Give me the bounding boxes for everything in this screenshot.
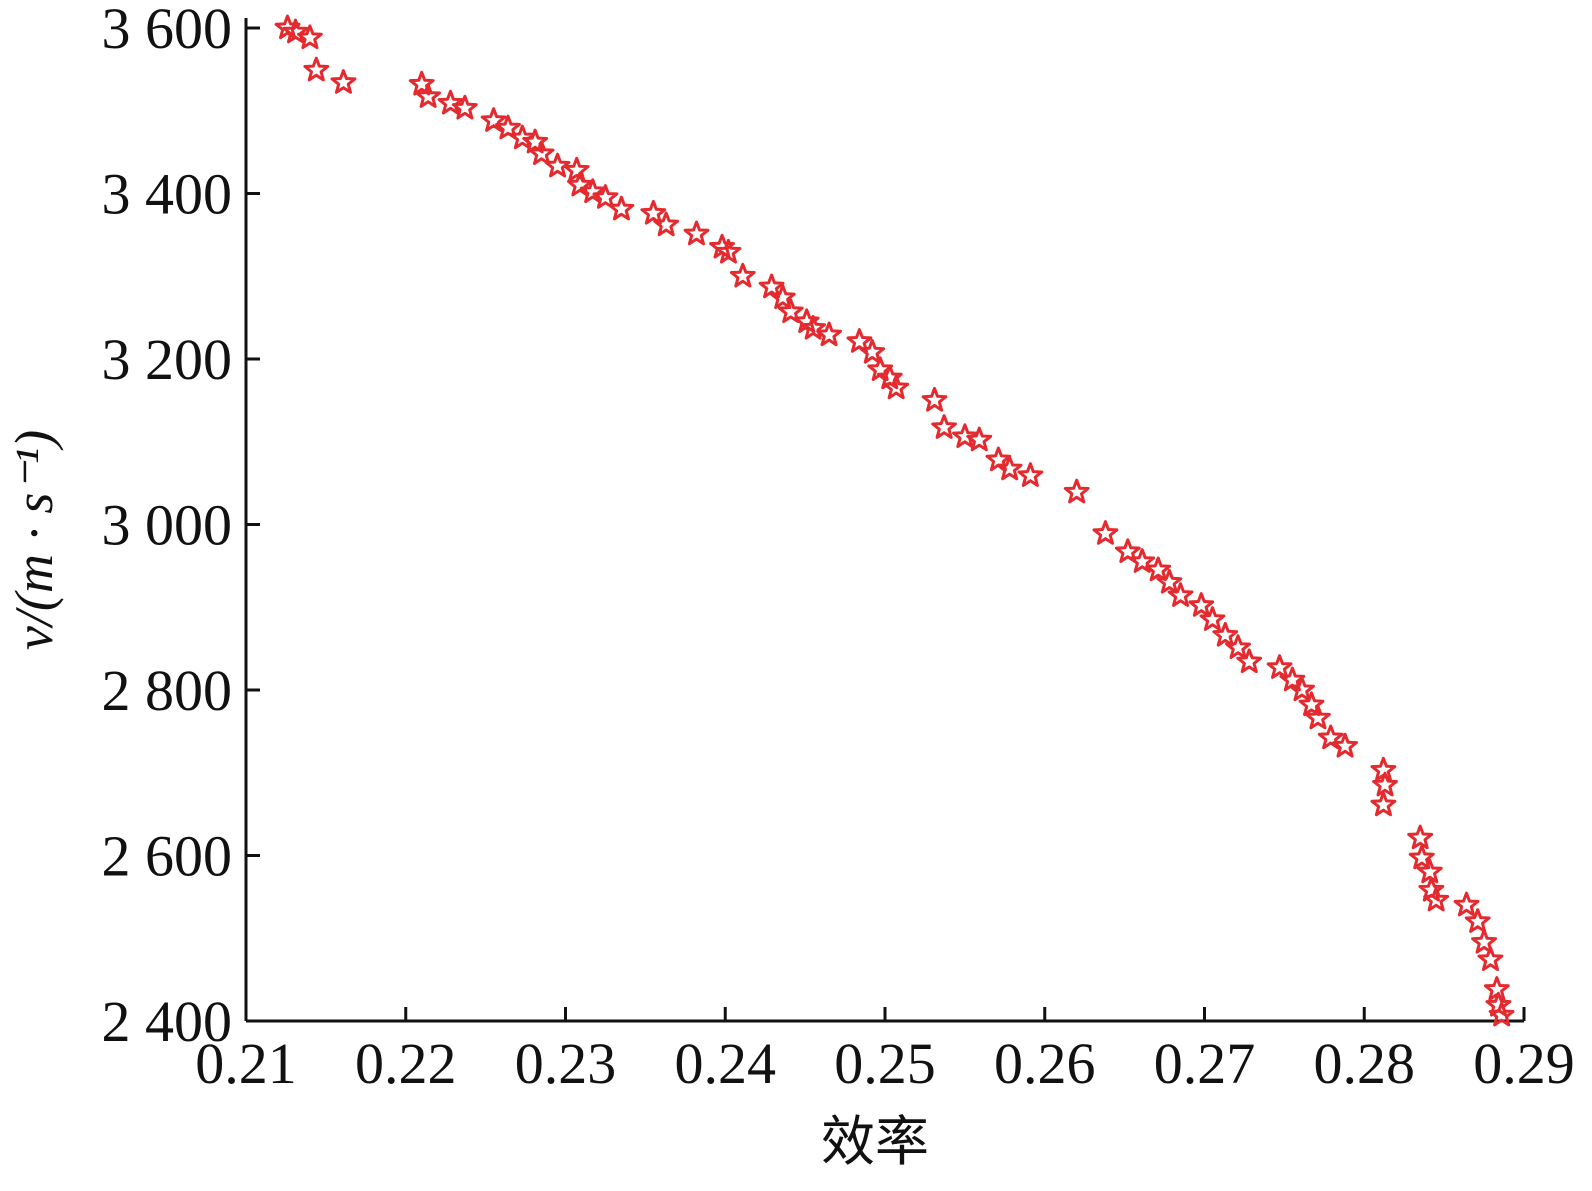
x-tick-label: 0.29 <box>1473 1031 1575 1096</box>
point <box>495 114 521 140</box>
point <box>966 426 993 452</box>
point <box>1236 648 1263 674</box>
y-tick-label: 3 200 <box>102 327 233 392</box>
point <box>437 89 464 115</box>
point <box>330 69 357 94</box>
point <box>800 314 826 340</box>
point <box>1114 538 1141 563</box>
point <box>1199 606 1226 631</box>
point <box>1063 478 1090 504</box>
point <box>1370 791 1397 817</box>
point <box>846 328 873 353</box>
x-axis-label: 效率 <box>821 1112 929 1172</box>
point <box>1129 548 1156 573</box>
point <box>952 423 978 448</box>
point <box>1289 676 1315 702</box>
point <box>1266 654 1293 679</box>
point <box>522 128 549 154</box>
point <box>415 83 441 108</box>
point <box>282 18 309 44</box>
point <box>1372 771 1398 797</box>
point <box>996 455 1023 481</box>
y-tick-label: 2 600 <box>102 824 233 889</box>
point <box>1092 520 1119 545</box>
point <box>1145 556 1172 582</box>
point <box>1464 908 1491 933</box>
point <box>1453 891 1480 917</box>
point <box>303 56 330 82</box>
x-tick-label: 0.26 <box>994 1031 1096 1096</box>
point <box>1423 886 1450 912</box>
point <box>769 284 796 309</box>
point <box>715 238 742 264</box>
point <box>567 171 593 197</box>
point <box>883 374 910 400</box>
x-tick-label: 0.24 <box>675 1031 777 1096</box>
point <box>592 184 619 209</box>
point <box>1167 582 1194 607</box>
point <box>451 94 478 120</box>
point <box>408 70 435 96</box>
point <box>544 152 571 178</box>
point <box>729 262 756 288</box>
point <box>640 199 667 225</box>
point <box>777 298 804 323</box>
point <box>528 140 555 165</box>
point <box>1156 568 1183 594</box>
point <box>1488 1001 1515 1027</box>
point <box>1017 462 1044 487</box>
x-tick-label: 0.21 <box>195 1031 297 1096</box>
point <box>1471 928 1497 954</box>
point <box>921 386 948 412</box>
point <box>931 414 957 439</box>
point <box>1332 732 1358 758</box>
y-tick-label: 3 600 <box>102 0 233 61</box>
point <box>563 156 590 182</box>
y-tick-label: 3 000 <box>102 493 233 558</box>
point <box>859 338 886 364</box>
point <box>1407 824 1434 850</box>
point <box>1225 634 1251 659</box>
point <box>480 107 507 132</box>
point <box>758 273 785 299</box>
y-tick-label: 2 400 <box>102 989 233 1054</box>
x-tick-label: 0.27 <box>1154 1031 1256 1096</box>
point <box>1317 724 1344 750</box>
point <box>608 195 635 221</box>
point <box>579 178 606 204</box>
point <box>683 220 710 246</box>
point <box>1298 691 1325 717</box>
x-tick-label: 0.23 <box>515 1031 617 1096</box>
point <box>1416 858 1443 884</box>
point <box>816 321 842 347</box>
point <box>509 124 536 150</box>
y-axis-label: v/(m · s⁻¹) <box>4 430 64 650</box>
point <box>1188 592 1215 617</box>
point <box>1408 844 1435 870</box>
point <box>1477 946 1504 971</box>
point <box>653 211 680 237</box>
point <box>1305 704 1331 730</box>
y-tick-label: 3 400 <box>102 162 233 227</box>
point <box>297 24 323 50</box>
y-tick-label: 2 800 <box>102 658 233 723</box>
x-tick-label: 0.22 <box>355 1031 457 1096</box>
x-tick-label: 0.25 <box>834 1031 936 1096</box>
x-tick-label: 0.28 <box>1314 1031 1416 1096</box>
point <box>1212 621 1239 647</box>
